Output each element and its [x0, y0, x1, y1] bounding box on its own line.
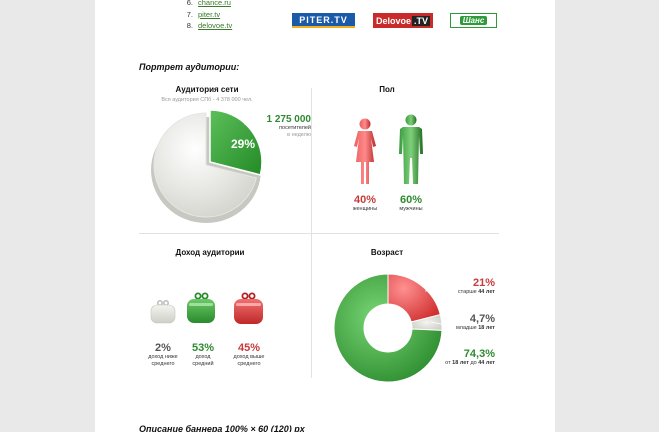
- female-icon: [354, 118, 376, 184]
- piter-tv-logo[interactable]: PITER.TV: [292, 13, 355, 28]
- pie-slice-rest: [153, 112, 257, 218]
- shans-logo[interactable]: Шанс: [450, 13, 497, 28]
- age-title: Возраст: [370, 248, 404, 257]
- content-page: 6. chance.ru 7. piter.tv 8. delovoe.tv P…: [95, 0, 555, 432]
- banner-title: Описание баннера 100% × 60 (120) px: [139, 424, 305, 432]
- age-middle-stat: 74,3% от 18 лет до 44 лет: [445, 348, 495, 366]
- wallet-high-icon: [234, 292, 263, 324]
- female-label: женщины: [352, 206, 378, 212]
- site-link-chance[interactable]: chance.ru: [198, 0, 231, 7]
- income-wallets: [150, 292, 263, 324]
- network-subtitle: Вся аудитория СПб - 4 378 000 чел.: [161, 97, 253, 103]
- network-caption-1: посетителей: [279, 125, 311, 131]
- age-younger-stat: 4,7% младше 18 лет: [455, 313, 495, 331]
- income-mid-stat: 53% доход средний: [191, 342, 215, 367]
- pie-pointer-line: [243, 123, 267, 128]
- network-value: 1 275 000: [266, 114, 312, 125]
- horizontal-divider: [139, 233, 499, 234]
- age-donut-segments: [333, 273, 443, 383]
- pie-slice-network: [209, 109, 263, 176]
- delovoe-tv-logo[interactable]: Delovoe .TV: [373, 13, 433, 28]
- income-low-stat: 2% доход ниже среднего: [148, 342, 178, 367]
- income-title: Доход аудитории: [175, 248, 245, 257]
- gender-title: Пол: [379, 85, 395, 94]
- network-pie-chart: 29%: [151, 109, 267, 223]
- list-item: 8. delovoe.tv: [186, 21, 233, 30]
- age-pointer-lines: [425, 290, 448, 326]
- age-older-stat: 21% старше 44 лет: [457, 277, 495, 295]
- wallet-low-icon: [150, 300, 176, 324]
- male-stat: 60% мужчины: [393, 194, 429, 213]
- male-icon: [399, 114, 423, 184]
- male-label: мужчины: [399, 206, 423, 212]
- network-stats: 1 275 000 посетителей в неделю: [251, 114, 312, 138]
- network-title: Аудитория сети: [175, 85, 239, 94]
- age-segment-middle: [333, 273, 443, 383]
- site-list: 6. chance.ru 7. piter.tv 8. delovoe.tv: [183, 0, 232, 32]
- network-percent: 29%: [231, 137, 255, 151]
- age-donut-chart: [333, 273, 443, 383]
- network-caption-2: в неделю: [287, 131, 311, 138]
- pointer-younger: [430, 321, 448, 326]
- female-percent: 40%: [353, 194, 377, 206]
- site-link-delovoe[interactable]: delovoe.tv: [198, 21, 233, 30]
- income-high-stat: 45% доход выше среднего: [233, 342, 265, 367]
- site-link-piter[interactable]: piter.tv: [198, 9, 221, 19]
- wallet-mid-icon: [187, 292, 215, 323]
- female-stat: 40% женщины: [347, 194, 383, 213]
- male-percent: 60%: [399, 194, 423, 206]
- portrait-title: Портрет аудитории:: [139, 62, 240, 72]
- list-item: 6. chance.ru: [183, 0, 232, 9]
- list-item: 7. piter.tv: [186, 9, 221, 19]
